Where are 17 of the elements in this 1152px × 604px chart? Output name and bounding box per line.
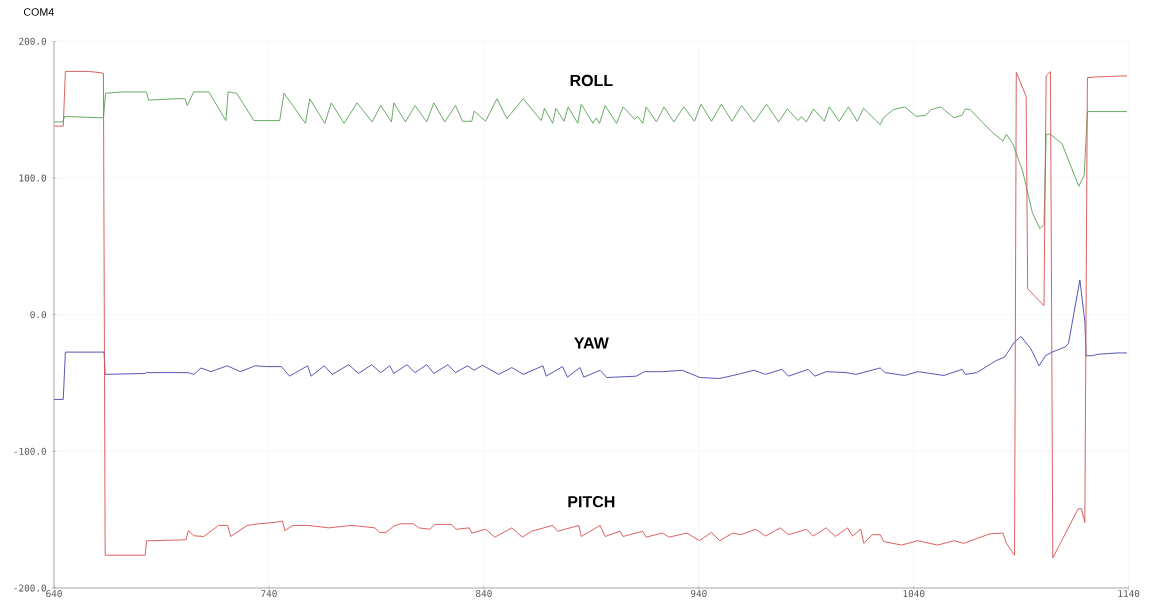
chart-title: COM4 — [23, 8, 54, 16]
y-tick-label: 200.0 — [19, 37, 47, 45]
series-label: PITCH — [568, 496, 615, 508]
y-tick-label: -200.0 — [14, 584, 47, 592]
series-label: YAW — [574, 337, 609, 349]
x-tick-label: 640 — [46, 590, 62, 598]
x-tick-label: 1140 — [1118, 590, 1140, 598]
line-series — [53, 70, 1128, 559]
y-tick-label: 100.0 — [19, 174, 47, 182]
y-tick-label: 0.0 — [30, 311, 47, 319]
x-tick-label: 840 — [476, 590, 492, 598]
y-tick-label: -100.0 — [14, 447, 47, 455]
x-tick-label: 740 — [261, 590, 277, 598]
x-tick-label: 940 — [690, 590, 707, 598]
x-tick-label: 1040 — [903, 590, 925, 598]
line-series — [53, 279, 1128, 400]
series-label: ROLL — [570, 74, 613, 87]
